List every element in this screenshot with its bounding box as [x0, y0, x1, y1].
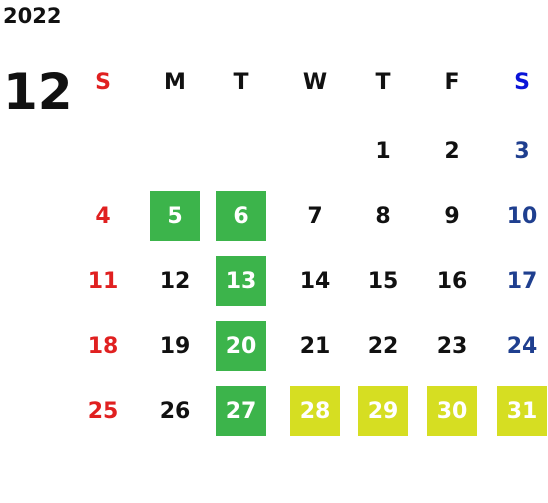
day: 10 [506, 203, 538, 229]
highlighted-day: 28 [290, 386, 340, 436]
weekday-header: T [233, 69, 249, 95]
day: 11 [87, 268, 119, 294]
day: 24 [506, 333, 538, 359]
day: 7 [307, 203, 323, 229]
highlighted-day: 20 [216, 321, 266, 371]
weekday-header: S [95, 69, 111, 95]
day: 2 [444, 138, 460, 164]
month: 12 [3, 63, 73, 121]
day: 25 [87, 398, 119, 424]
day: 19 [159, 333, 191, 359]
day: 8 [375, 203, 391, 229]
day: 17 [506, 268, 538, 294]
highlighted-day: 6 [216, 191, 266, 241]
highlighted-day: 5 [150, 191, 200, 241]
weekday-header: W [302, 69, 328, 95]
day: 26 [159, 398, 191, 424]
day: 18 [87, 333, 119, 359]
weekday-header: T [375, 69, 391, 95]
highlighted-day: 29 [358, 386, 408, 436]
day: 23 [436, 333, 468, 359]
weekday-header: F [444, 69, 460, 95]
highlighted-day: 31 [497, 386, 547, 436]
highlighted-day: 30 [427, 386, 477, 436]
day: 21 [299, 333, 331, 359]
day: 14 [299, 268, 331, 294]
day: 15 [367, 268, 399, 294]
year: 2022 [3, 4, 62, 28]
day: 9 [444, 203, 460, 229]
day: 1 [375, 138, 391, 164]
day: 22 [367, 333, 399, 359]
weekday-header: S [514, 69, 530, 95]
day: 12 [159, 268, 191, 294]
weekday-header: M [164, 69, 186, 95]
highlighted-day: 27 [216, 386, 266, 436]
day: 16 [436, 268, 468, 294]
day: 4 [95, 203, 111, 229]
day: 3 [514, 138, 530, 164]
highlighted-day: 13 [216, 256, 266, 306]
